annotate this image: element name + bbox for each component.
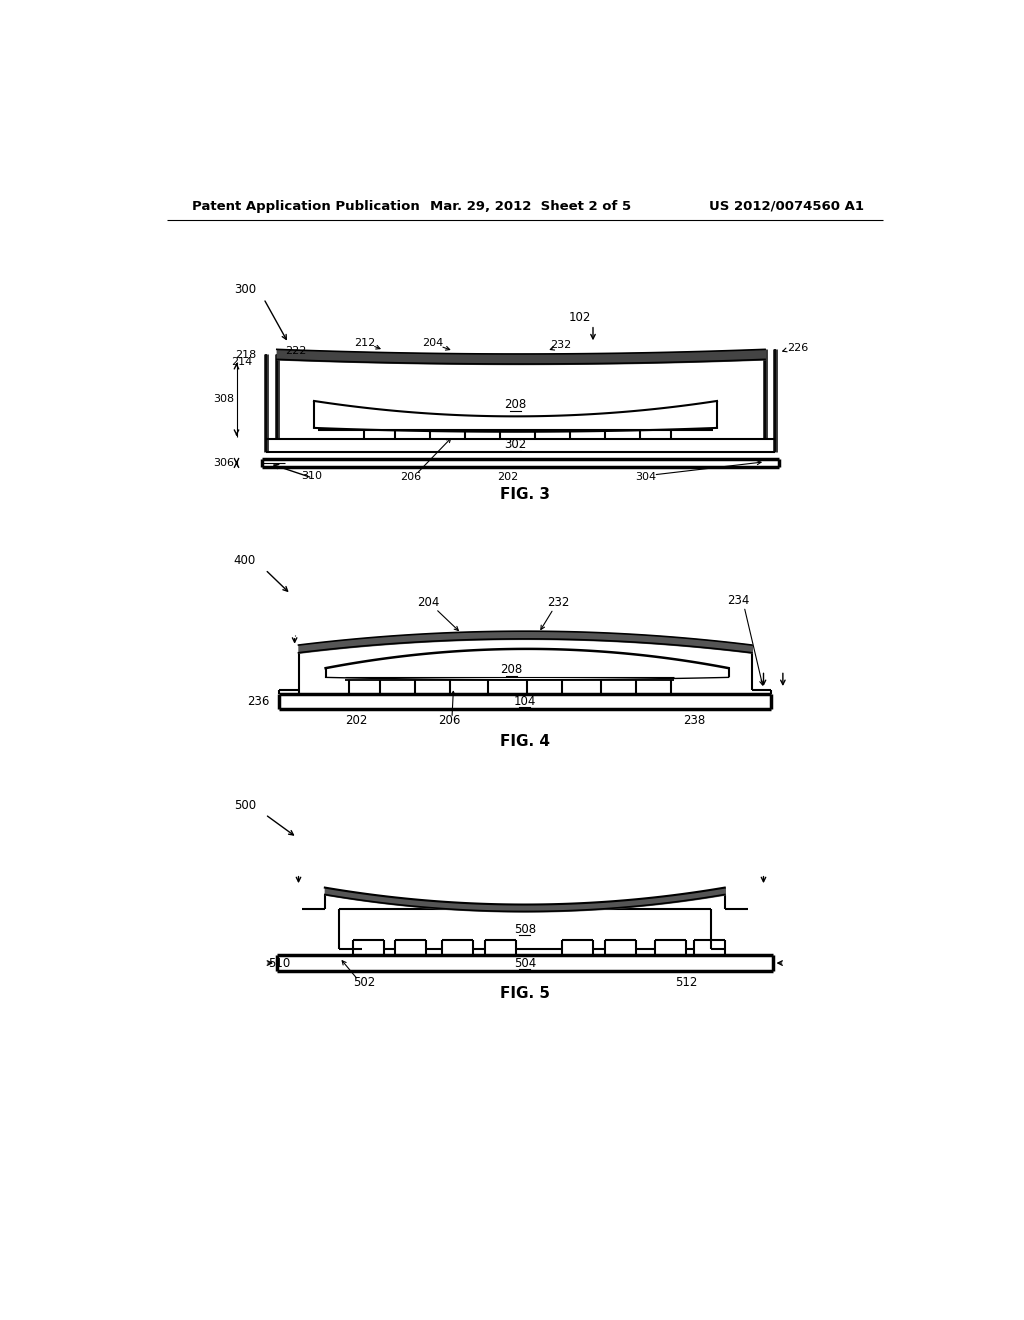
Text: 214: 214	[231, 358, 253, 367]
Text: Patent Application Publication: Patent Application Publication	[191, 199, 419, 213]
Text: Mar. 29, 2012  Sheet 2 of 5: Mar. 29, 2012 Sheet 2 of 5	[430, 199, 632, 213]
Text: 206: 206	[400, 473, 422, 482]
Text: 204: 204	[418, 597, 440, 610]
Text: 512: 512	[675, 975, 697, 989]
Text: 310: 310	[301, 471, 322, 482]
Text: FIG. 3: FIG. 3	[500, 487, 550, 503]
Text: 302: 302	[505, 438, 526, 451]
Text: 104: 104	[514, 694, 536, 708]
Text: 202: 202	[497, 473, 518, 482]
Text: 300: 300	[233, 282, 256, 296]
Text: 400: 400	[233, 554, 256, 566]
Text: 232: 232	[547, 597, 569, 610]
Text: 504: 504	[514, 957, 536, 970]
Text: 508: 508	[514, 923, 536, 936]
Text: 500: 500	[233, 799, 256, 812]
Text: 304: 304	[635, 473, 656, 482]
Text: 238: 238	[683, 714, 705, 727]
Text: 308: 308	[213, 395, 234, 404]
Text: 232: 232	[550, 339, 571, 350]
Text: 222: 222	[286, 346, 307, 356]
Text: 510: 510	[268, 957, 291, 970]
Text: 306: 306	[213, 458, 234, 467]
Text: US 2012/0074560 A1: US 2012/0074560 A1	[710, 199, 864, 213]
Text: 236: 236	[248, 694, 270, 708]
Text: 502: 502	[353, 975, 376, 989]
Text: 202: 202	[345, 714, 368, 727]
Text: 102: 102	[569, 312, 592, 325]
Text: 226: 226	[786, 343, 808, 352]
Text: 204: 204	[422, 338, 443, 348]
Text: FIG. 4: FIG. 4	[500, 734, 550, 748]
Text: 218: 218	[234, 350, 256, 360]
Text: FIG. 5: FIG. 5	[500, 986, 550, 1002]
Text: 208: 208	[505, 399, 526, 412]
Text: 212: 212	[353, 338, 375, 348]
Text: 206: 206	[438, 714, 461, 727]
Text: 234: 234	[727, 594, 750, 607]
Text: 208: 208	[501, 663, 522, 676]
